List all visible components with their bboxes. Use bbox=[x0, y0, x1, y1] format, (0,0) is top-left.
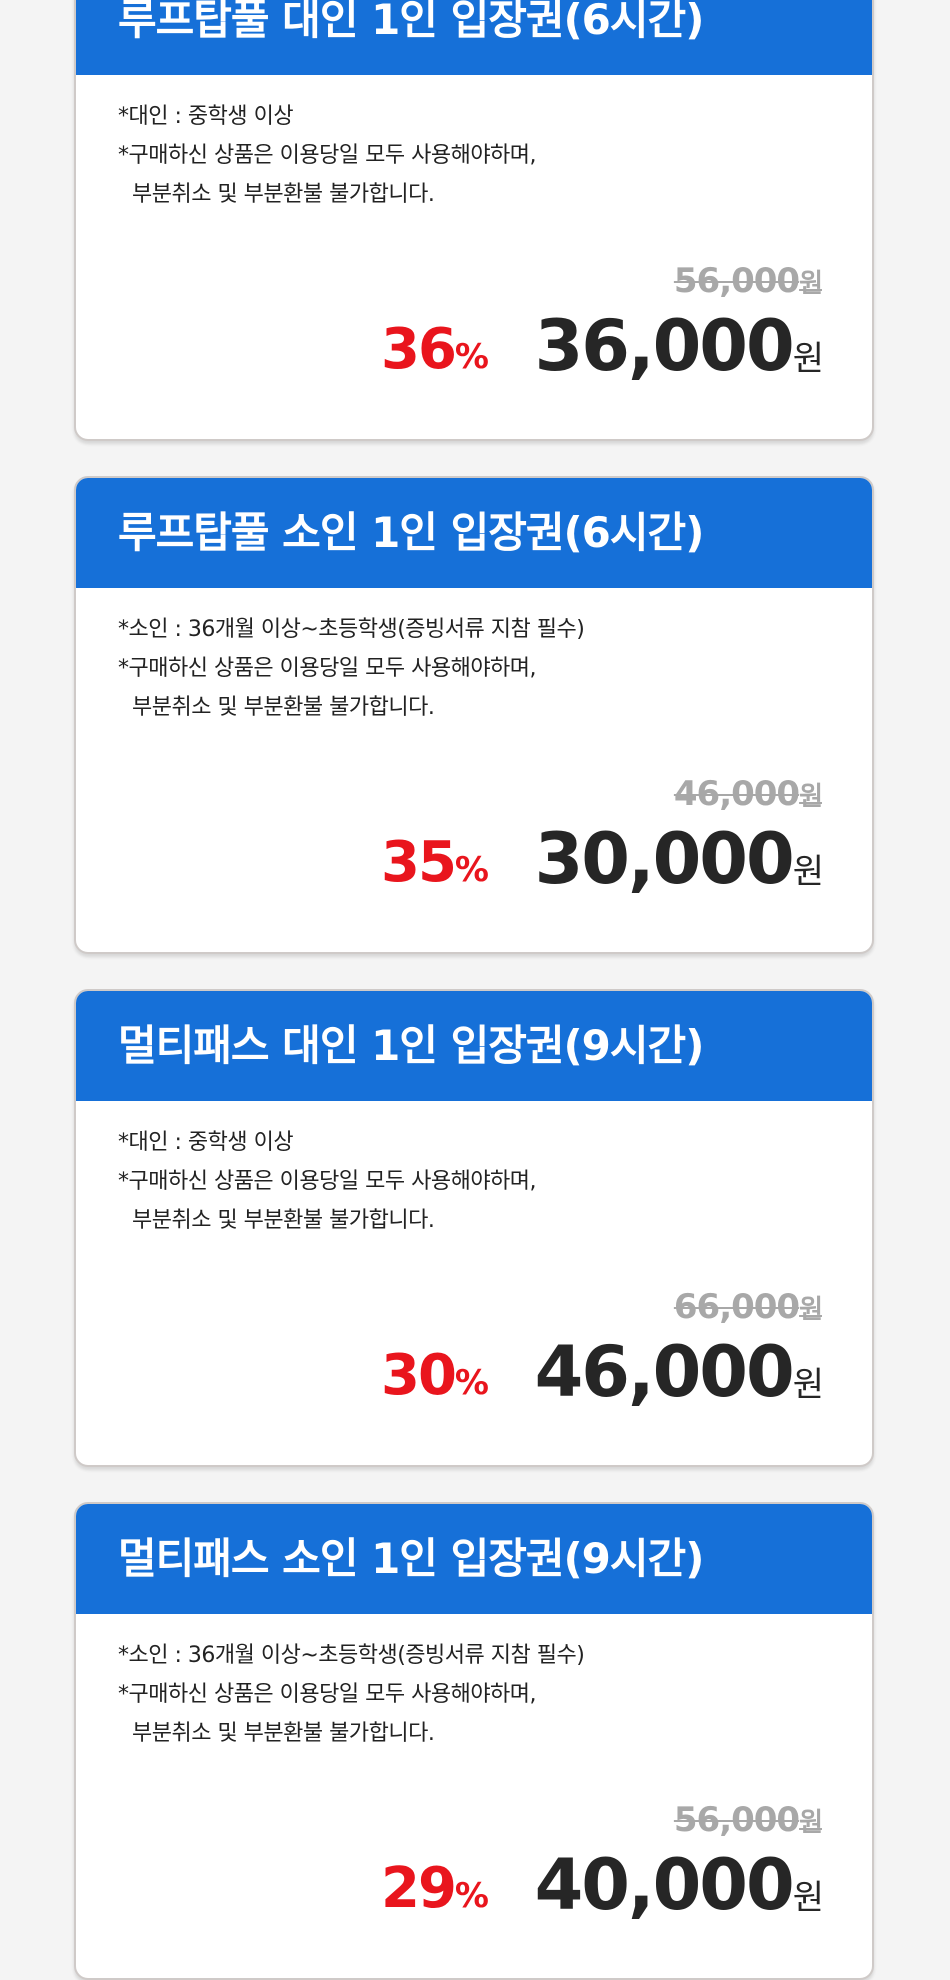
discount-rate: 30% bbox=[380, 1343, 489, 1408]
product-card[interactable]: 멀티패스 대인 1인 입장권(9시간) *대인 : 중학생 이상 *구매하신 상… bbox=[74, 989, 874, 1467]
note-usage: *구매하신 상품은 이용당일 모두 사용해야하며, bbox=[118, 656, 537, 681]
note-usage: *구매하신 상품은 이용당일 모두 사용해야하며, bbox=[118, 143, 537, 168]
product-card[interactable]: 루프탑풀 소인 1인 입장권(6시간) *소인 : 36개월 이상~초등학생(증… bbox=[74, 476, 874, 954]
product-title: 루프탑풀 소인 1인 입장권(6시간) bbox=[76, 478, 872, 588]
note-usage: *구매하신 상품은 이용당일 모두 사용해야하며, bbox=[118, 1682, 537, 1707]
sale-price-value: 46,000 bbox=[534, 1331, 795, 1413]
original-price-value: 46,000 bbox=[673, 774, 800, 814]
discount-value: 35 bbox=[380, 830, 457, 895]
discount-value: 36 bbox=[380, 317, 457, 382]
discount-value: 29 bbox=[380, 1856, 457, 1921]
sale-price: 36,000원 bbox=[534, 305, 824, 387]
sale-price: 40,000원 bbox=[534, 1844, 824, 1926]
note-age: *소인 : 36개월 이상~초등학생(증빙서류 지참 필수) bbox=[118, 1643, 585, 1668]
note-refund: 부분취소 및 부분환불 불가합니다. bbox=[132, 1721, 435, 1746]
currency-unit: 원 bbox=[799, 782, 823, 812]
note-age: *소인 : 36개월 이상~초등학생(증빙서류 지참 필수) bbox=[118, 617, 585, 642]
original-price: 56,000원 bbox=[673, 261, 823, 301]
sale-price-value: 36,000 bbox=[534, 305, 795, 387]
product-notes: *대인 : 중학생 이상 *구매하신 상품은 이용당일 모두 사용해야하며, 부… bbox=[118, 97, 537, 214]
percent-sign: % bbox=[454, 337, 489, 377]
product-card[interactable]: 루프탑풀 대인 1인 입장권(6시간) *대인 : 중학생 이상 *구매하신 상… bbox=[74, 0, 874, 441]
percent-sign: % bbox=[454, 1876, 489, 1916]
product-notes: *소인 : 36개월 이상~초등학생(증빙서류 지참 필수) *구매하신 상품은… bbox=[118, 1636, 585, 1753]
product-title: 루프탑풀 대인 1인 입장권(6시간) bbox=[76, 0, 872, 75]
note-age: *대인 : 중학생 이상 bbox=[118, 1130, 294, 1155]
sale-price: 30,000원 bbox=[534, 818, 824, 900]
currency-unit: 원 bbox=[792, 1878, 824, 1918]
currency-unit: 원 bbox=[792, 1365, 824, 1405]
original-price: 46,000원 bbox=[673, 774, 823, 814]
currency-unit: 원 bbox=[792, 339, 824, 379]
percent-sign: % bbox=[454, 850, 489, 890]
product-notes: *대인 : 중학생 이상 *구매하신 상품은 이용당일 모두 사용해야하며, 부… bbox=[118, 1123, 537, 1240]
note-usage: *구매하신 상품은 이용당일 모두 사용해야하며, bbox=[118, 1169, 537, 1194]
percent-sign: % bbox=[454, 1363, 489, 1403]
discount-rate: 35% bbox=[380, 830, 489, 895]
product-title: 멀티패스 대인 1인 입장권(9시간) bbox=[76, 991, 872, 1101]
discount-rate: 36% bbox=[380, 317, 489, 382]
original-price-value: 56,000 bbox=[673, 261, 800, 301]
product-notes: *소인 : 36개월 이상~초등학생(증빙서류 지참 필수) *구매하신 상품은… bbox=[118, 610, 585, 727]
note-refund: 부분취소 및 부분환불 불가합니다. bbox=[132, 1208, 435, 1233]
note-refund: 부분취소 및 부분환불 불가합니다. bbox=[132, 182, 435, 207]
discount-rate: 29% bbox=[380, 1856, 489, 1921]
note-refund: 부분취소 및 부분환불 불가합니다. bbox=[132, 695, 435, 720]
sale-price-value: 40,000 bbox=[534, 1844, 795, 1926]
currency-unit: 원 bbox=[799, 269, 823, 299]
original-price: 56,000원 bbox=[673, 1800, 823, 1840]
discount-value: 30 bbox=[380, 1343, 457, 1408]
note-age: *대인 : 중학생 이상 bbox=[118, 104, 294, 129]
sale-price: 46,000원 bbox=[534, 1331, 824, 1413]
product-title: 멀티패스 소인 1인 입장권(9시간) bbox=[76, 1504, 872, 1614]
original-price-value: 56,000 bbox=[673, 1800, 800, 1840]
original-price: 66,000원 bbox=[673, 1287, 823, 1327]
currency-unit: 원 bbox=[799, 1295, 823, 1325]
sale-price-value: 30,000 bbox=[534, 818, 795, 900]
original-price-value: 66,000 bbox=[673, 1287, 800, 1327]
product-card[interactable]: 멀티패스 소인 1인 입장권(9시간) *소인 : 36개월 이상~초등학생(증… bbox=[74, 1502, 874, 1980]
currency-unit: 원 bbox=[799, 1808, 823, 1838]
currency-unit: 원 bbox=[792, 852, 824, 892]
